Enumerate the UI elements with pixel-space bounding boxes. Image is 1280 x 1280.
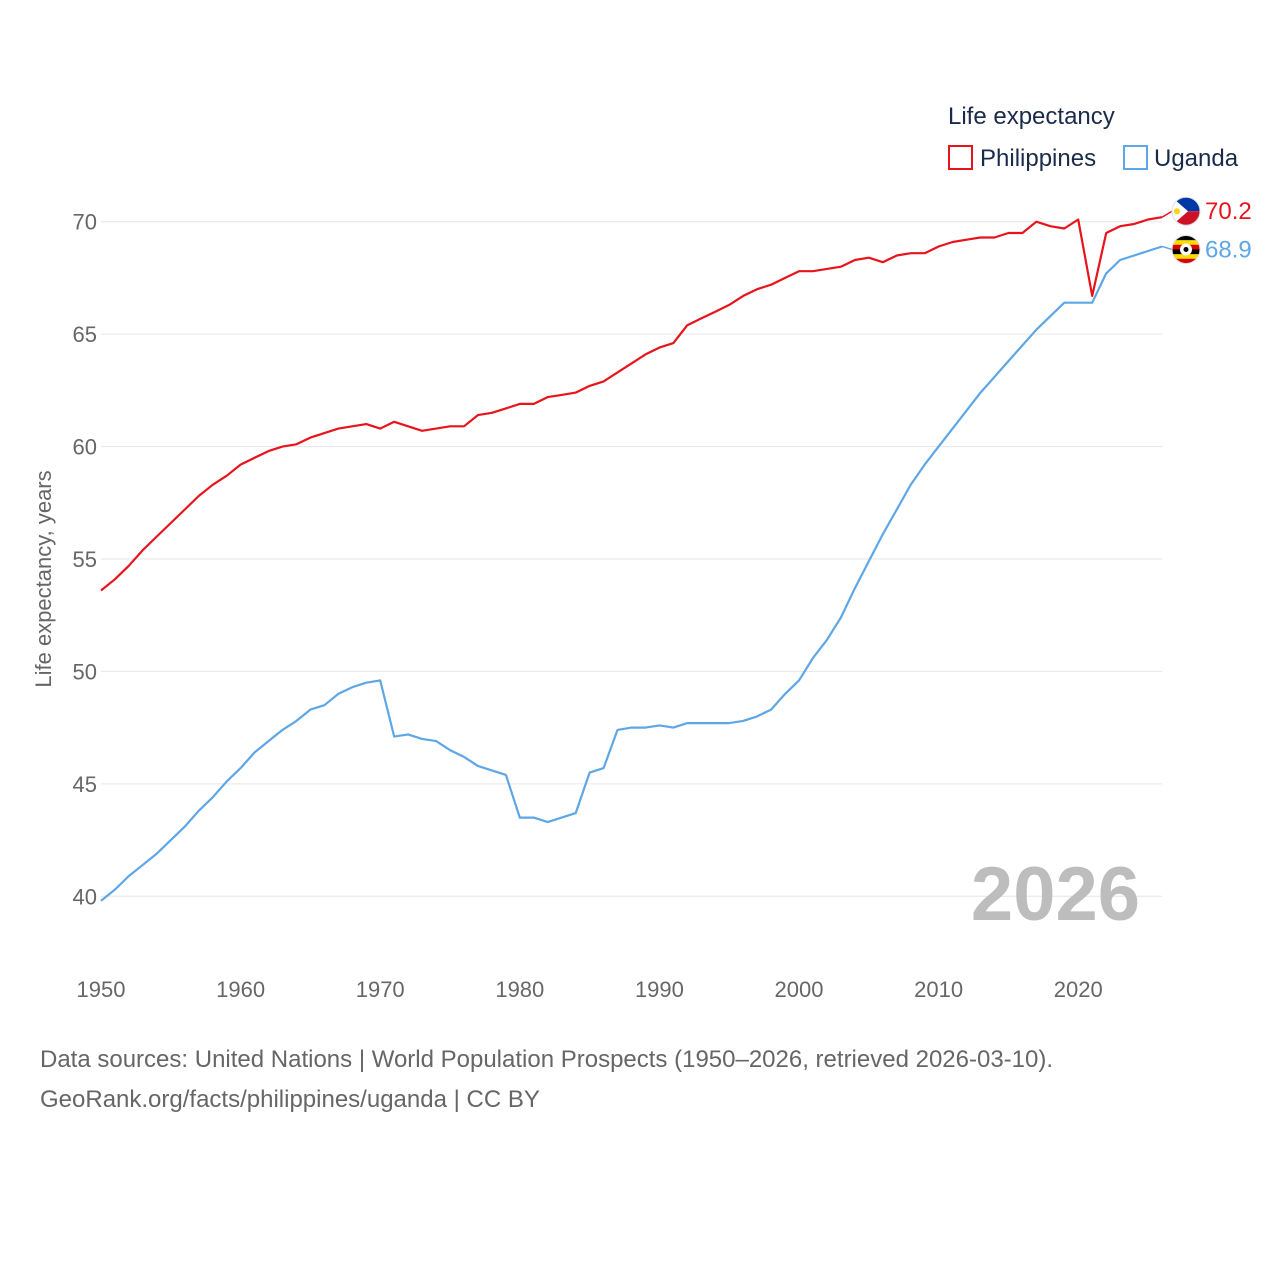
x-axis-ticks: 1950 1960 1970 1980 1990 2000 2010 2020 <box>77 977 1103 1002</box>
end-value-philippines: 70.2 <box>1205 198 1252 225</box>
y-tick-label: 65 <box>73 322 97 347</box>
y-tick-label: 40 <box>73 884 97 909</box>
legend-label-philippines: Philippines <box>980 145 1096 172</box>
legend-item-philippines[interactable]: Philippines <box>948 145 1096 172</box>
series-line-philippines <box>100 216 1163 592</box>
y-tick-label: 45 <box>73 772 97 797</box>
y-tick-label: 55 <box>73 547 97 572</box>
x-tick-label: 2000 <box>775 977 824 1002</box>
y-tick-label: 60 <box>73 435 97 460</box>
uganda-flag-icon <box>1171 234 1201 264</box>
footer: Data sources: United Nations | World Pop… <box>40 1040 1053 1120</box>
x-tick-label: 1990 <box>635 977 684 1002</box>
x-tick-label: 1950 <box>77 977 126 1002</box>
x-tick-label: 2020 <box>1054 977 1103 1002</box>
legend-title: Life expectancy <box>948 103 1115 130</box>
gridlines <box>101 221 1162 897</box>
data-source-text: Data sources: United Nations | World Pop… <box>40 1046 1054 1073</box>
y-axis-label: Life expectancy, years <box>31 470 56 687</box>
x-tick-label: 1960 <box>216 977 265 1002</box>
current-year-watermark: 2026 <box>971 852 1140 937</box>
philippines-flag-icon <box>1171 196 1201 226</box>
y-tick-label: 50 <box>73 659 97 684</box>
legend-swatch-philippines <box>948 145 973 170</box>
y-axis-ticks: 40 45 50 55 60 65 70 <box>73 210 97 910</box>
x-tick-label: 2010 <box>914 977 963 1002</box>
legend-label-uganda: Uganda <box>1154 145 1239 172</box>
end-leader-uganda <box>1161 245 1173 251</box>
x-tick-label: 1980 <box>495 977 544 1002</box>
credit-text: GeoRank.org/facts/philippines/uganda | C… <box>40 1086 540 1113</box>
x-tick-label: 1970 <box>356 977 405 1002</box>
series-line-uganda <box>100 245 1163 902</box>
legend-item-uganda[interactable]: Uganda <box>1123 145 1239 172</box>
end-labels: 70.2 68.9 <box>1161 196 1252 264</box>
series-lines <box>100 216 1163 902</box>
end-leader-philippines <box>1161 210 1173 218</box>
legend: Life expectancy Philippines Uganda <box>948 103 1239 172</box>
end-value-uganda: 68.9 <box>1205 236 1252 263</box>
y-tick-label: 70 <box>73 210 97 235</box>
legend-swatch-uganda <box>1123 145 1148 170</box>
